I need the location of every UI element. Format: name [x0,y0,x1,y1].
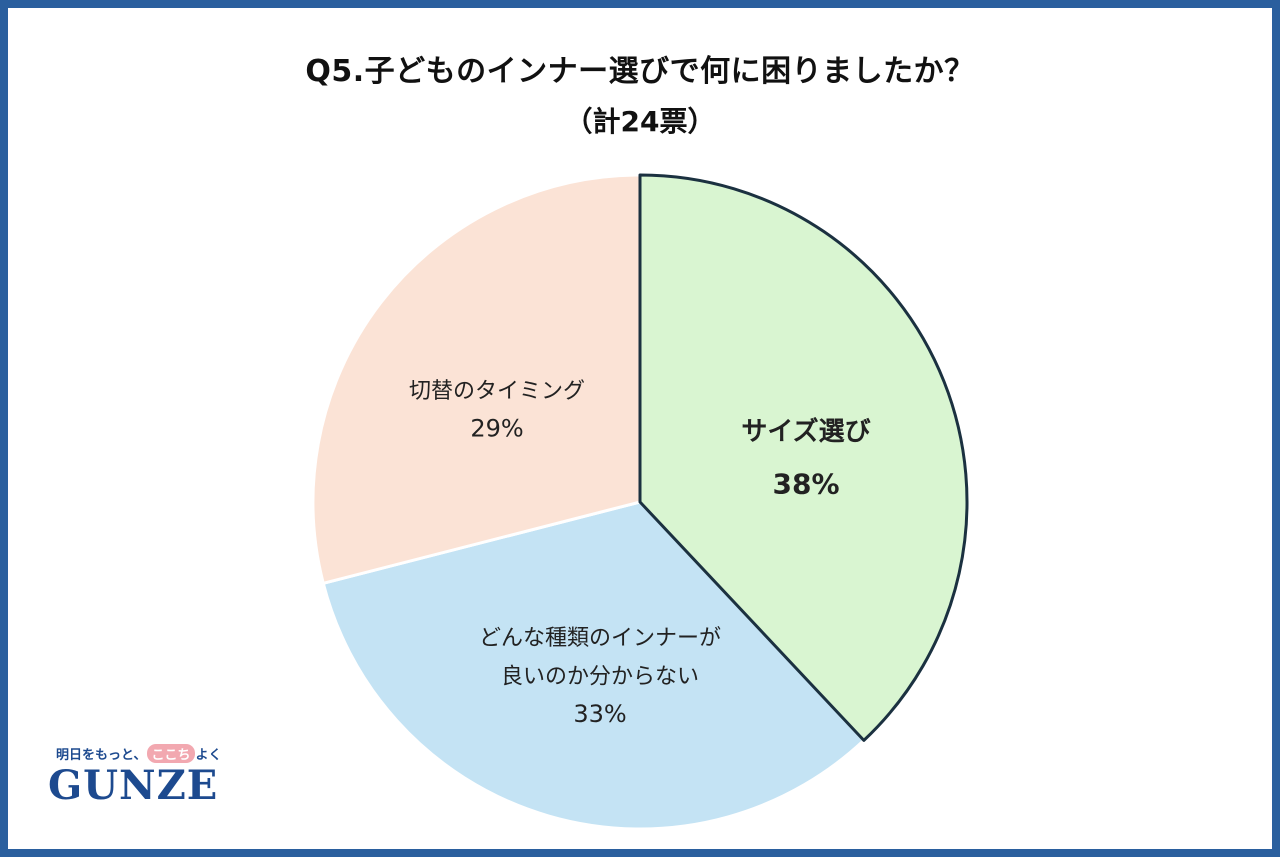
pie-slice-3 [311,173,642,585]
slice-label-3-line-1: 切替のタイミング [409,379,585,404]
chart-subtitle: （計24票） [564,105,716,138]
slice-label-2-line-2: 良いのか分からない [501,665,699,690]
slice-percent-3: 29% [470,415,523,443]
slice-label-1-line-1: サイズ選び [741,416,870,447]
tagline-before: 明日をもっと、 [56,748,147,763]
pie-slice-2 [321,500,866,831]
gunze-logo: 明日をもっと、 ここち よく GUNZE [48,740,228,810]
tagline-highlight: ここち [147,744,195,763]
logo-tagline: 明日をもっと、 ここち よく [56,744,222,763]
logo-brand: GUNZE [48,762,219,809]
chart-title: Q5.子どものインナー選びで何に困りましたか？ [305,54,975,89]
tagline-after: よく [195,748,222,763]
slice-label-2-line-1: どんな種類のインナーが [479,626,721,651]
pie-slice-1 [638,173,969,742]
slice-percent-2: 33% [573,700,626,728]
slice-percent-1: 38% [772,468,839,501]
